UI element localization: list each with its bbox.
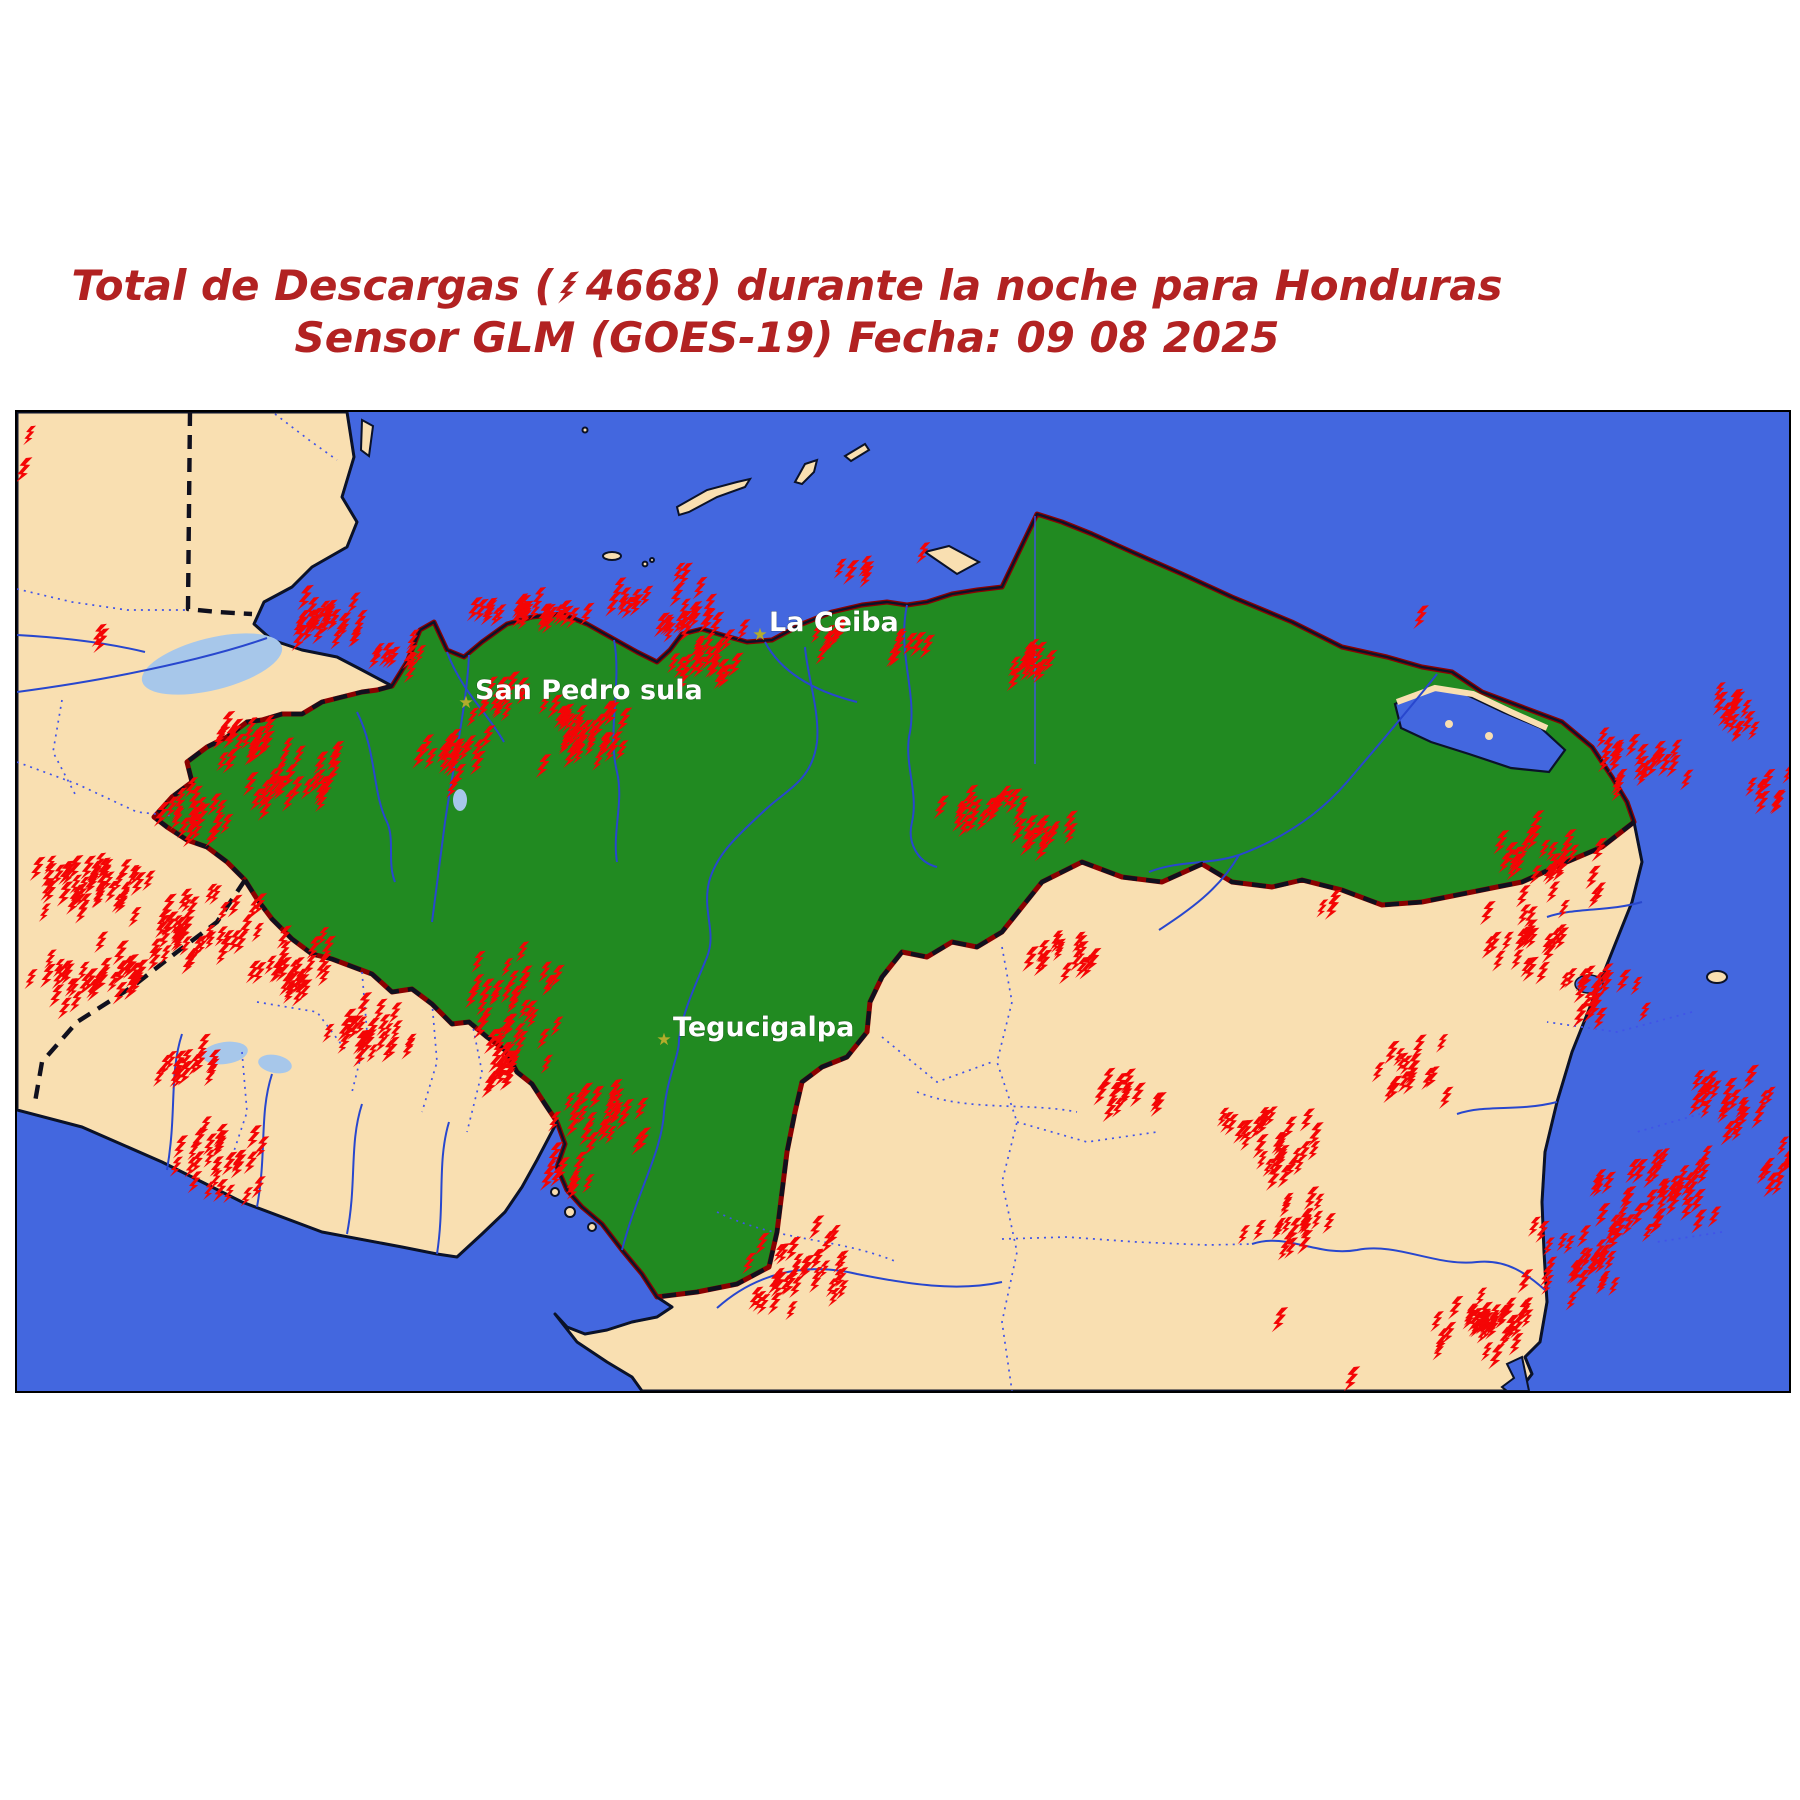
lagoon-islet bbox=[1445, 720, 1453, 728]
city-star-icon: ★ bbox=[752, 625, 767, 645]
city-label: Tegucigalpa bbox=[673, 1012, 854, 1043]
city-tegucigalpa: ★ Tegucigalpa bbox=[656, 1012, 854, 1051]
river bbox=[1148, 673, 1438, 873]
map-frame: ★ La Ceiba ★ San Pedro sula ★ Tegucigalpa bbox=[15, 410, 1791, 1393]
river bbox=[431, 654, 470, 923]
caribbean-islet bbox=[1706, 970, 1728, 984]
admin-line bbox=[1001, 1236, 1253, 1246]
river bbox=[166, 1033, 183, 1171]
south-lagoon bbox=[1500, 1355, 1531, 1391]
cities-layer: ★ La Ceiba★ San Pedro sula★ Tegucigalpa bbox=[458, 607, 899, 1051]
river bbox=[256, 1073, 273, 1208]
belize-caye bbox=[359, 418, 375, 458]
title-line-2: Sensor GLM (GOES-19) Fecha: 09 08 2025 bbox=[294, 313, 1280, 362]
admin-line bbox=[996, 946, 1018, 1391]
border-honduras-elsalvador bbox=[243, 878, 559, 1124]
fonseca-island bbox=[564, 1206, 576, 1218]
admin-line bbox=[274, 413, 338, 461]
river bbox=[436, 1121, 450, 1255]
title-suffix: ) durante la noche para Honduras bbox=[702, 261, 1503, 310]
river bbox=[764, 641, 858, 703]
admin-line bbox=[466, 1021, 483, 1133]
lagoon-islet bbox=[1485, 732, 1493, 740]
city-la-ceiba: ★ La Ceiba bbox=[752, 607, 899, 646]
fonseca-island bbox=[587, 1222, 597, 1232]
city-san-pedro-sula: ★ San Pedro sula bbox=[458, 675, 703, 714]
rivers bbox=[17, 604, 1643, 1309]
river bbox=[1158, 854, 1240, 931]
city-star-icon: ★ bbox=[656, 1030, 671, 1050]
river bbox=[17, 634, 146, 653]
caratasca-lagoon bbox=[1393, 684, 1604, 1391]
admin-line bbox=[1016, 1121, 1158, 1143]
lakes bbox=[141, 633, 467, 1074]
title-strike-count: 4668 bbox=[585, 261, 703, 310]
border-belize-guatemala bbox=[185, 412, 253, 617]
border-honduras-nicaragua bbox=[656, 820, 1636, 1300]
city-star-icon: ★ bbox=[458, 693, 473, 713]
guanaja-island bbox=[793, 458, 819, 486]
roatan-island bbox=[675, 477, 753, 517]
river bbox=[1456, 1101, 1558, 1115]
title-line-1: Total de Descargas ( 4668) durante la noc… bbox=[0, 260, 1574, 312]
coastline bbox=[17, 412, 1644, 1391]
belize-caye bbox=[843, 442, 871, 463]
lake-el-salvador-2 bbox=[258, 1054, 292, 1074]
utila-island bbox=[602, 551, 622, 561]
admin-boundaries bbox=[17, 413, 1723, 1391]
admin-line bbox=[881, 1036, 993, 1083]
city-label: La Ceiba bbox=[769, 607, 899, 638]
river bbox=[356, 711, 396, 883]
fonseca-island bbox=[550, 1187, 560, 1197]
cay-island bbox=[922, 544, 982, 576]
admin-line bbox=[231, 1051, 248, 1158]
admin-line bbox=[52, 699, 76, 795]
river bbox=[621, 646, 819, 1251]
islands bbox=[359, 418, 1728, 1232]
city-label: San Pedro sula bbox=[475, 675, 703, 706]
river bbox=[1546, 901, 1643, 918]
cayos-cochinos bbox=[641, 560, 649, 568]
river bbox=[716, 1268, 1003, 1309]
country-borders bbox=[32, 412, 1636, 1300]
lake-izabal bbox=[141, 633, 283, 695]
map-title: Total de Descargas ( 4668) durante la noc… bbox=[0, 260, 1574, 364]
cayos-cochinos bbox=[649, 557, 655, 563]
river bbox=[346, 1103, 363, 1235]
lightning-icon bbox=[557, 271, 579, 304]
border-guatemala-elsalvador bbox=[32, 878, 247, 1103]
belize-caye bbox=[581, 426, 589, 434]
admin-line bbox=[1636, 1111, 1708, 1133]
river bbox=[17, 637, 268, 693]
river bbox=[446, 651, 505, 743]
lake-yojoa bbox=[453, 789, 467, 811]
admin-line bbox=[17, 588, 187, 611]
river bbox=[612, 639, 621, 863]
river bbox=[903, 604, 938, 868]
admin-line bbox=[1546, 1011, 1693, 1033]
title-prefix: Total de Descargas ( bbox=[71, 261, 554, 310]
honduras-lightning-map: ★ La Ceiba★ San Pedro sula★ Tegucigalpa bbox=[17, 412, 1789, 1391]
